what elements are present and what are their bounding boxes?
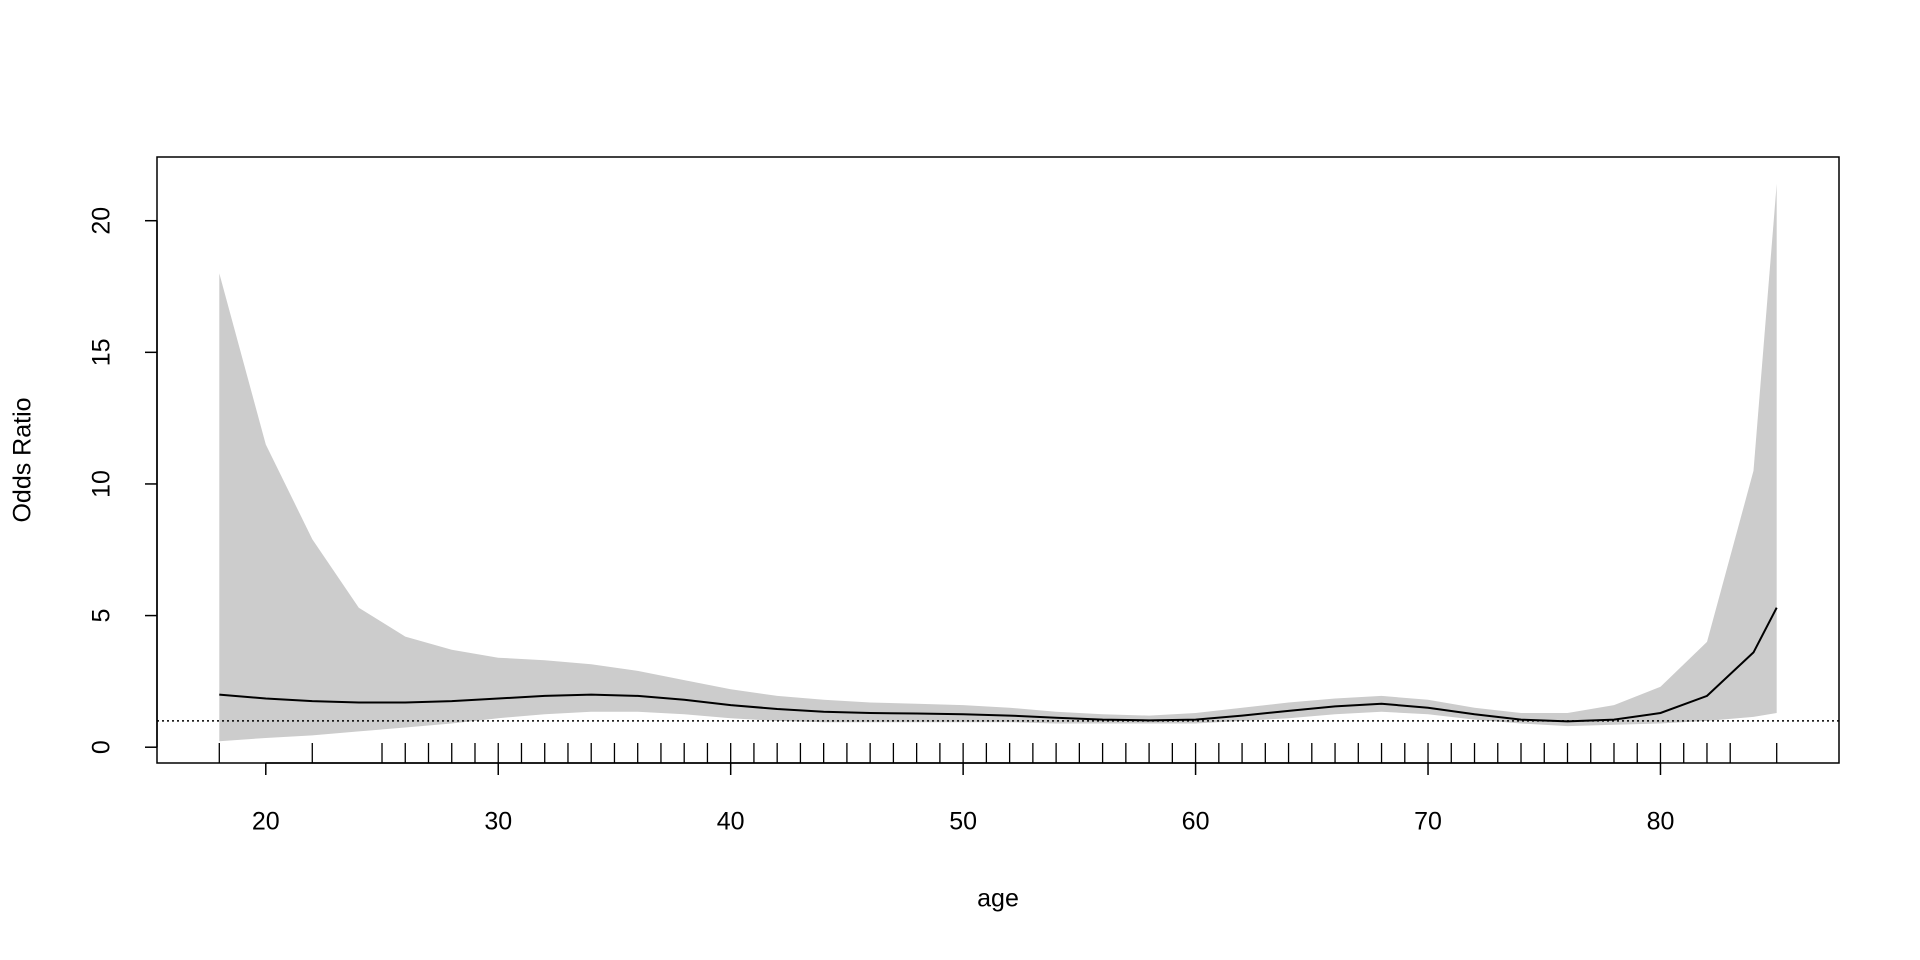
x-tick-label: 50 [949,808,977,836]
y-tick-label: 5 [88,609,116,623]
y-tick-label: 20 [88,207,116,235]
y-tick-label: 0 [88,740,116,754]
x-axis-label: age [977,885,1019,913]
x-tick-label: 40 [717,808,745,836]
x-tick-label: 80 [1647,808,1675,836]
x-tick-label: 60 [1182,808,1210,836]
y-tick-label: 15 [88,338,116,366]
fit-line [219,607,1778,723]
x-tick-label: 30 [484,808,512,836]
x-tick-label: 20 [252,808,280,836]
y-axis-label: Odds Ratio [9,397,37,522]
y-tick-label: 10 [88,470,116,498]
x-tick-label: 70 [1414,808,1442,836]
confidence-band [219,183,1777,742]
